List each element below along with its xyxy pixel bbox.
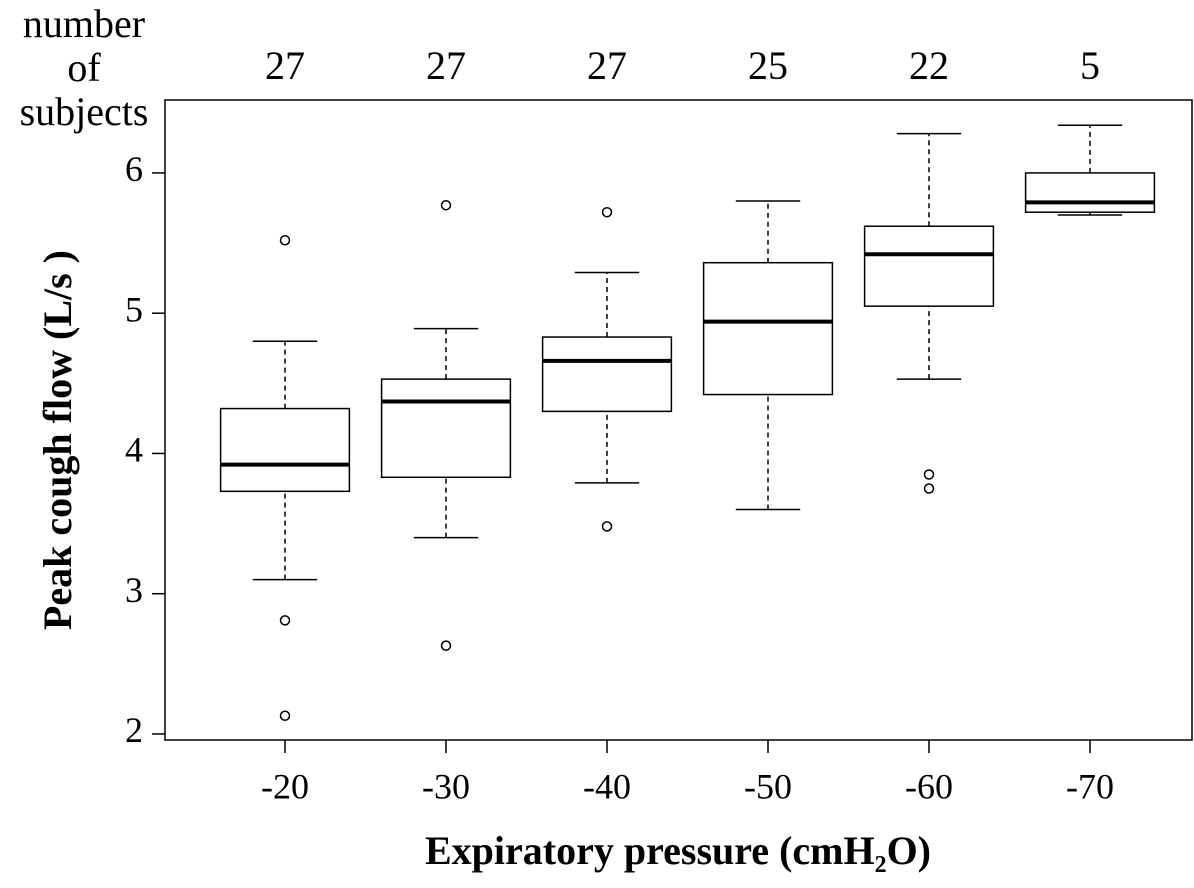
count-label: 27	[426, 43, 466, 88]
y-tick-label: 3	[125, 570, 143, 610]
x-tick-label: -50	[744, 766, 792, 806]
outlier	[279, 710, 291, 721]
outlier	[601, 206, 613, 218]
outlier	[440, 199, 452, 211]
box	[863, 225, 995, 307]
y-tick-label: 2	[125, 710, 143, 750]
box	[541, 336, 673, 413]
count-label: 22	[909, 43, 949, 88]
box	[1024, 172, 1156, 213]
x-axis-title: Expiratory pressure (cmH₂O)	[425, 828, 931, 873]
counts-label: subjects	[20, 89, 149, 134]
plot-frame	[164, 99, 1193, 741]
counts-label: number	[23, 1, 145, 46]
count-label: 27	[265, 43, 305, 88]
y-tick-label: 4	[125, 430, 143, 470]
count-label: 5	[1080, 43, 1100, 88]
outlier	[279, 235, 291, 246]
count-label: 25	[748, 43, 788, 88]
x-tick-label: -20	[261, 766, 309, 806]
outlier	[279, 615, 291, 626]
counts-label: of	[67, 45, 101, 90]
outlier	[923, 469, 935, 480]
x-tick-label: -30	[422, 766, 470, 806]
box	[219, 407, 351, 493]
outlier	[601, 521, 613, 532]
box	[380, 378, 512, 479]
x-tick-label: -40	[583, 766, 631, 806]
box	[702, 261, 834, 396]
y-axis-title: Peak cough flow (L/s )	[35, 250, 80, 630]
x-tick-label: -70	[1066, 766, 1114, 806]
y-tick-label: 6	[125, 149, 143, 189]
outlier	[923, 483, 935, 494]
count-label: 27	[587, 43, 627, 88]
y-tick-label: 5	[125, 289, 143, 329]
x-tick-label: -60	[905, 766, 953, 806]
outlier	[440, 640, 452, 651]
